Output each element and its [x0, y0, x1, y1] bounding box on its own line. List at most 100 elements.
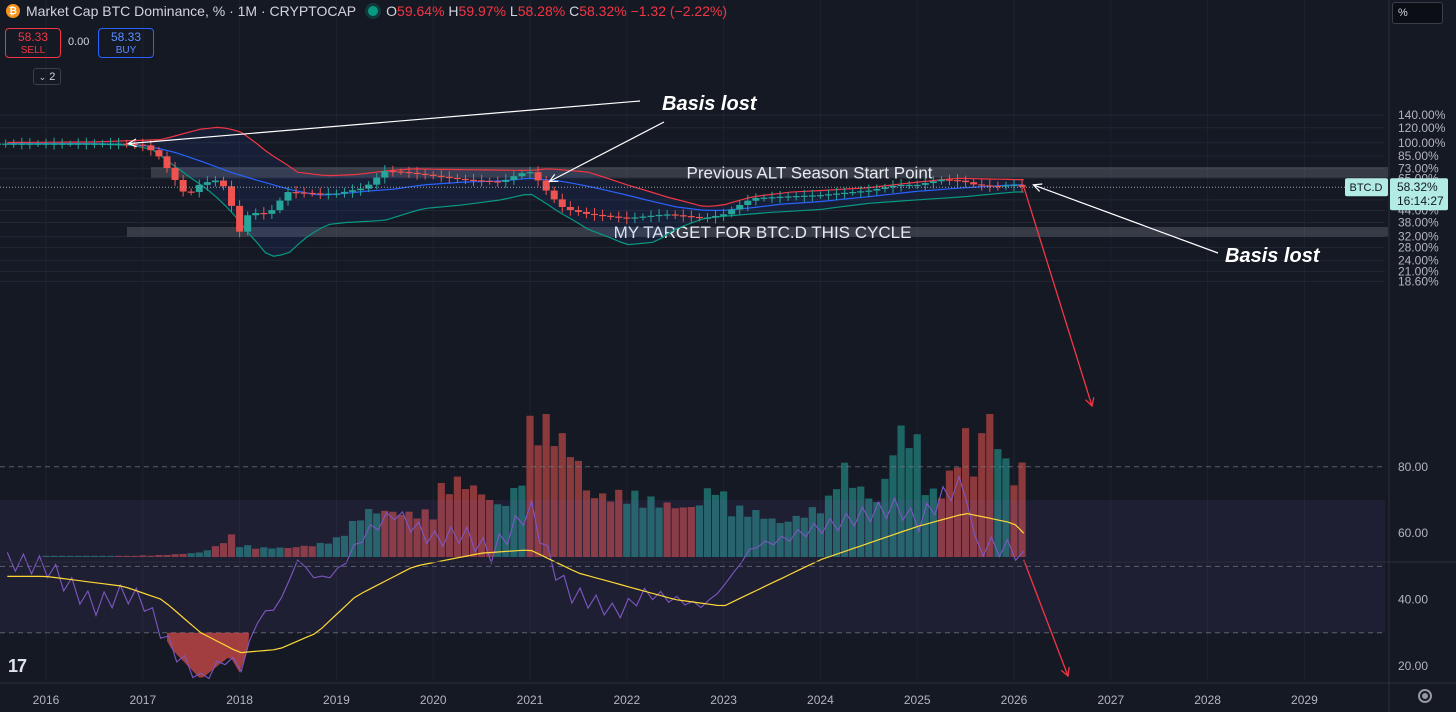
annotation-text: Basis lost — [1225, 245, 1321, 267]
candle-body — [566, 206, 574, 211]
volume-bar — [365, 508, 373, 557]
candle-body — [389, 171, 397, 173]
candle-body — [244, 215, 252, 232]
volume-bar — [703, 488, 712, 557]
volume-bar — [308, 546, 316, 557]
volume-bar — [195, 552, 203, 557]
bar-countdown: 16:14:27 — [1397, 194, 1444, 208]
volume-bar — [832, 489, 841, 557]
volume-bar — [897, 425, 905, 557]
volume-bar — [397, 514, 405, 557]
rsi-tick-label: 40.00 — [1398, 593, 1428, 607]
bollinger-fill — [7, 127, 1024, 257]
volume-bar — [776, 523, 784, 557]
chevron-down-icon: ⌄ — [38, 72, 47, 82]
zone-box — [127, 226, 1388, 237]
volume-bar — [357, 520, 365, 557]
volume-bar — [905, 448, 913, 557]
x-tick-label: 2020 — [420, 693, 447, 707]
volume-bar — [752, 509, 760, 557]
annotation-text: Basis lost — [662, 93, 758, 115]
y-tick-label: 21.00% — [1398, 264, 1439, 278]
volume-bars — [42, 414, 1026, 557]
candle-body — [881, 187, 889, 189]
market-status-icon — [368, 6, 379, 16]
volume-bar — [429, 519, 437, 557]
volume-bar — [615, 489, 623, 557]
volume-bar — [461, 489, 470, 557]
candle-body — [34, 143, 42, 145]
volume-bar — [211, 546, 219, 557]
projection-arrow-rsi — [1023, 559, 1069, 677]
volume-bar — [574, 460, 582, 557]
volume-bar — [873, 502, 881, 557]
volume-bar — [841, 462, 849, 557]
candle-body — [292, 192, 300, 194]
indicators-toggle[interactable]: ⌄ 2 — [33, 68, 61, 85]
volume-bar — [1002, 458, 1010, 557]
sell-label: SELL — [20, 45, 46, 56]
volume-bar — [687, 506, 695, 557]
volume-bar — [268, 548, 276, 557]
volume-bar — [647, 496, 655, 557]
volume-bar — [373, 513, 381, 557]
candle-body — [792, 196, 800, 198]
candle-body — [687, 216, 695, 218]
volume-bar — [623, 503, 631, 557]
volume-bar — [679, 507, 687, 557]
volume-bar — [405, 511, 413, 557]
annotation-arrow — [549, 121, 665, 183]
volume-bar — [437, 483, 445, 557]
candle-body — [929, 181, 937, 184]
zones: Previous ALT Season Start Point MY TARGET… — [127, 163, 1388, 242]
y-tick-label: 24.00% — [1398, 253, 1439, 267]
sell-button[interactable]: 58.33 SELL — [5, 28, 61, 58]
volume-bar — [131, 555, 139, 557]
percent-scale-button[interactable]: % — [1392, 2, 1443, 24]
volume-bar — [768, 518, 776, 557]
candle-body — [776, 196, 784, 198]
volume-bar — [348, 521, 357, 557]
settings-gear-icon[interactable] — [1418, 689, 1432, 703]
annotation-arrowhead — [548, 173, 559, 183]
candle-body — [0, 143, 2, 145]
sell-price: 58.33 — [17, 30, 49, 44]
candle-body — [381, 171, 389, 178]
buy-button[interactable]: 58.33 BUY — [98, 28, 154, 58]
candle-body — [98, 143, 106, 145]
rsi-tick-label: 20.00 — [1398, 659, 1428, 673]
candle-body — [712, 215, 720, 218]
candle-body — [50, 143, 58, 145]
chart-title[interactable]: Market Cap BTC Dominance, % · 1M · CRYPT… — [26, 3, 357, 19]
candle-body — [397, 171, 405, 173]
candle-body — [849, 192, 857, 194]
volume-bar — [42, 555, 50, 557]
candle-body — [534, 172, 542, 181]
volume-bar — [607, 501, 615, 557]
volume-bar — [236, 547, 244, 557]
volume-bar — [227, 534, 236, 557]
x-tick-label: 2017 — [129, 693, 156, 707]
y-tick-label: 28.00% — [1398, 241, 1439, 255]
y-tick-label: 32.00% — [1398, 230, 1439, 244]
candle-body — [937, 179, 945, 182]
candle-body — [429, 174, 437, 176]
candle-body — [599, 214, 607, 217]
volume-bar — [566, 457, 574, 557]
volume-bar — [494, 504, 502, 557]
candle-body — [195, 184, 203, 193]
candle-body — [10, 143, 18, 145]
buy-label: BUY — [115, 45, 137, 56]
volume-bar — [486, 499, 494, 557]
volume-bar — [816, 513, 824, 557]
candle-body — [131, 143, 139, 146]
candle-body — [478, 180, 486, 182]
candle-body — [639, 216, 647, 218]
candle-body — [219, 180, 227, 187]
candle-body — [623, 217, 631, 219]
volume-bar — [115, 555, 123, 557]
candle-body — [74, 143, 82, 145]
bollinger-upper-line — [7, 126, 1024, 207]
volume-bar — [469, 485, 478, 557]
